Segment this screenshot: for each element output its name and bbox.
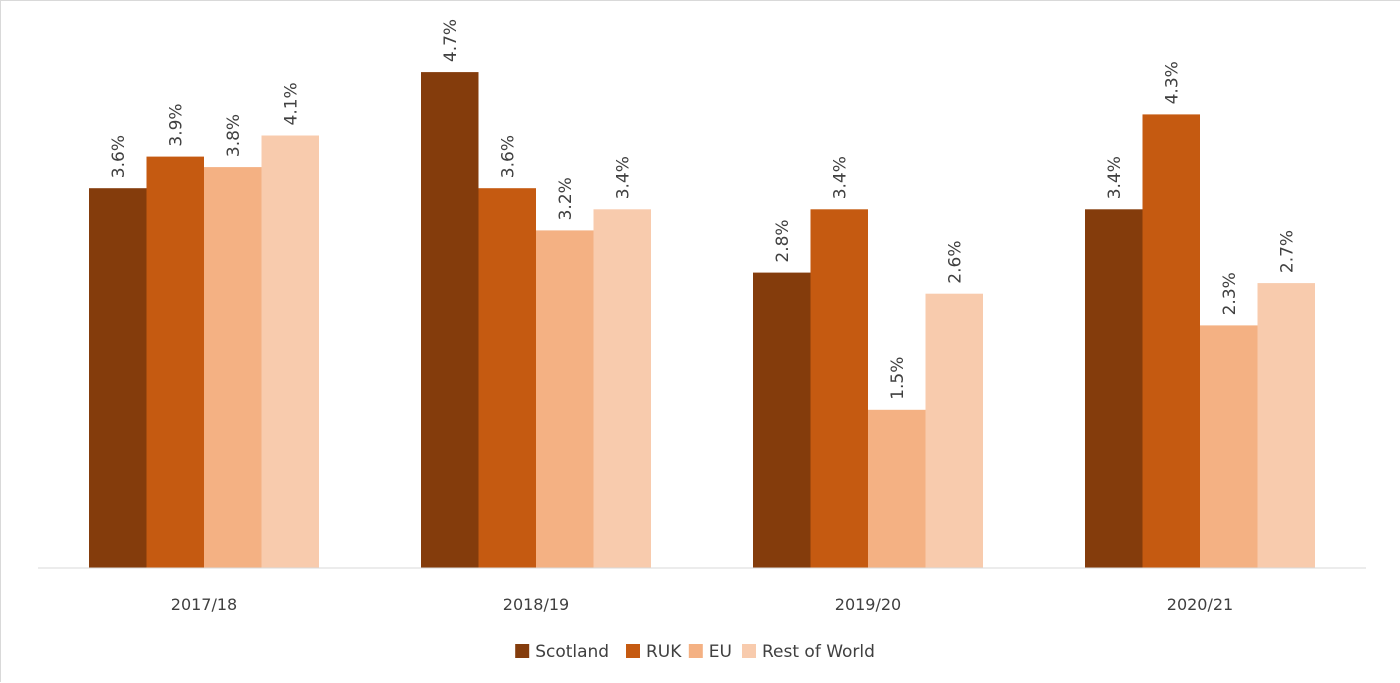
data-label-ruk-2020-21: 4.3% [1162, 61, 1182, 104]
data-label-ruk-2019-20: 3.4% [830, 156, 850, 199]
data-label-rest-of-world-2017-18: 4.1% [281, 82, 301, 125]
bar-rest-of-world-2018-19 [593, 209, 651, 569]
data-label-eu-2020-21: 2.3% [1220, 272, 1240, 315]
data-label-ruk-2017-18: 3.9% [166, 103, 186, 146]
bar-rest-of-world-2019-20 [925, 293, 983, 568]
data-label-eu-2017-18: 3.8% [224, 114, 244, 157]
bar-scotland-2018-19 [421, 72, 479, 568]
bar-ruk-2018-19 [478, 188, 536, 568]
data-label-scotland-2019-20: 2.8% [773, 219, 793, 262]
data-label-scotland-2018-19: 4.7% [441, 19, 461, 62]
x-tick-label: 2018/19 [503, 595, 569, 614]
data-label-ruk-2018-19: 3.6% [498, 135, 518, 178]
data-label-eu-2019-20: 1.5% [888, 357, 908, 400]
legend-swatch-scotland [515, 644, 530, 658]
data-label-scotland-2020-21: 3.4% [1105, 156, 1125, 199]
data-label-rest-of-world-2019-20: 2.6% [945, 240, 965, 283]
bar-ruk-2017-18 [146, 156, 204, 568]
data-label-rest-of-world-2018-19: 3.4% [613, 156, 633, 199]
bar-scotland-2019-20 [753, 272, 811, 568]
data-labels-layer: 3.6% 3.9% 3.8% 4.1% 4.7% 3.6% 3.2% 3.4% 2.8% 3.4%… [109, 19, 1298, 400]
legend-label-scotland: Scotland [535, 642, 609, 662]
data-label-rest-of-world-2020-21: 2.7% [1277, 230, 1297, 273]
bar-scotland-2017-18 [89, 188, 147, 568]
legend-swatch-eu [688, 644, 703, 658]
x-tick-label: 2020/21 [1167, 595, 1233, 614]
legend-label-rest-of-world: Rest of World [762, 642, 875, 662]
legend: Scotland RUK EU Rest of World [515, 642, 875, 662]
legend-swatch-rest-of-world [742, 644, 756, 658]
data-label-scotland-2017-18: 3.6% [109, 135, 129, 178]
bar-eu-2019-20 [868, 409, 926, 569]
bar-eu-2018-19 [536, 230, 594, 568]
bars-layer [89, 72, 1315, 569]
bar-scotland-2020-21 [1085, 209, 1143, 569]
bar-eu-2020-21 [1200, 325, 1258, 568]
legend-label-ruk: RUK [646, 642, 682, 662]
x-tick-label: 2019/20 [835, 595, 901, 614]
bar-eu-2017-18 [204, 167, 262, 568]
legend-swatch-ruk [626, 644, 640, 658]
x-tick-label: 2017/18 [171, 595, 237, 614]
bar-rest-of-world-2020-21 [1257, 283, 1315, 568]
x-tick-labels: 2017/18 2018/19 2019/20 2020/21 [171, 595, 1233, 614]
bar-ruk-2019-20 [810, 209, 868, 569]
bar-ruk-2020-21 [1142, 114, 1200, 569]
data-label-eu-2018-19: 3.2% [556, 177, 576, 220]
legend-label-eu: EU [709, 642, 732, 662]
bar-rest-of-world-2017-18 [261, 135, 319, 568]
